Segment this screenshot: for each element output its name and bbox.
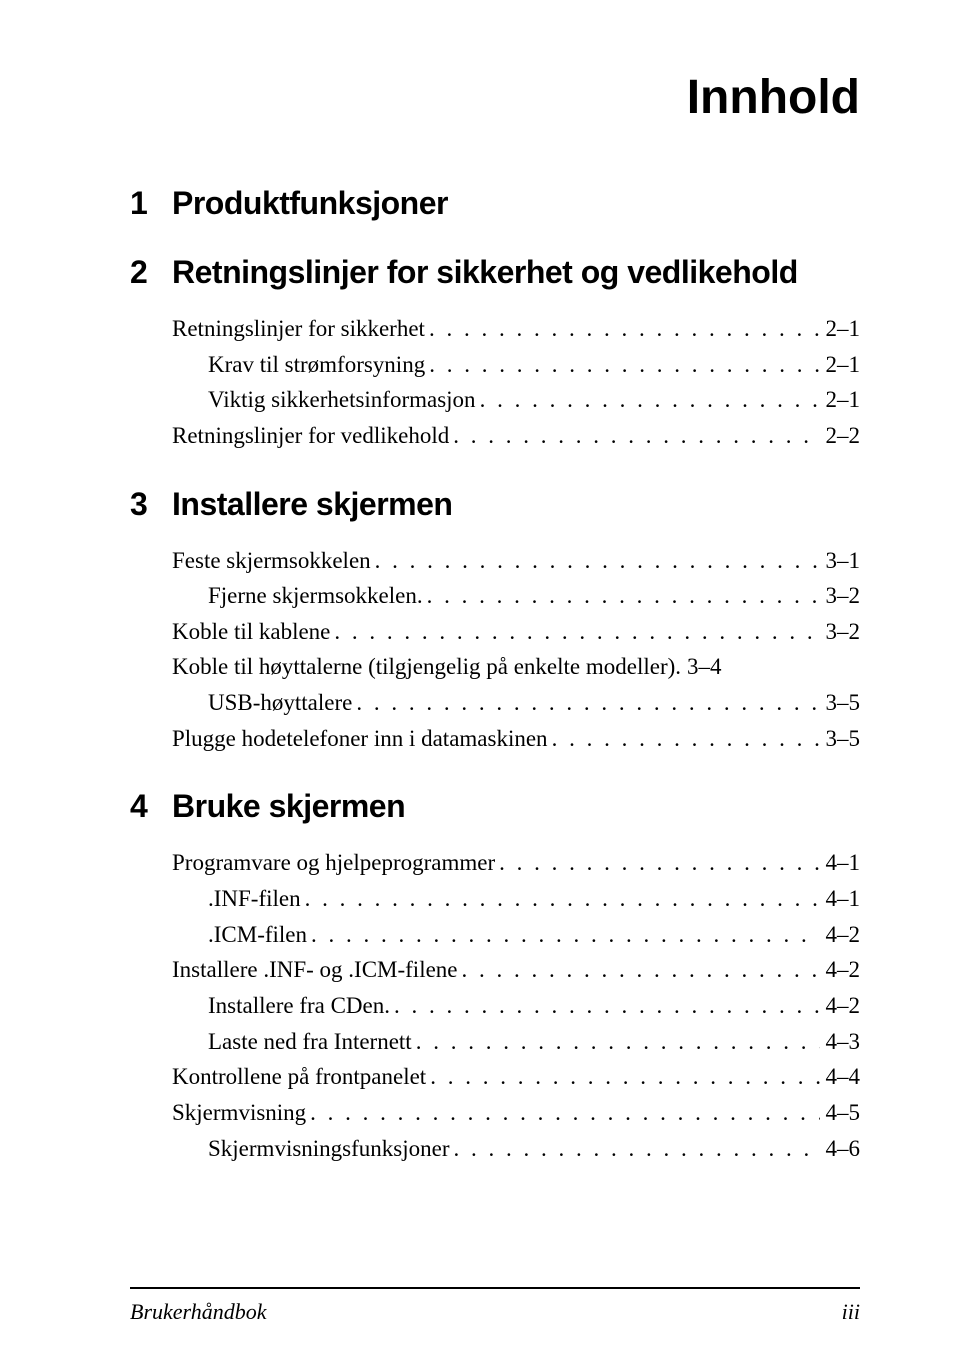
chapter-entries: Programvare og hjelpeprogrammer. . . . .… <box>172 845 860 1166</box>
chapter-number: 3 <box>130 486 172 523</box>
toc-entry-label: .INF-filen <box>208 881 301 917</box>
toc-entry-label: Retningslinjer for sikkerhet <box>172 311 425 347</box>
toc-leader-dots: . . . . . . . . . . . . . . . . . . . . … <box>330 614 819 650</box>
toc-leader-dots: . . . . . . . . . . . . . . . . . . . . … <box>450 1131 820 1167</box>
toc-entry: .INF-filen. . . . . . . . . . . . . . . … <box>172 881 860 917</box>
toc-entry-page: 4–4 <box>820 1059 861 1095</box>
toc-leader-dots: . . . . . . . . . . . . . . . . . . . . … <box>476 382 820 418</box>
toc-leader-dots: . . . . . . . . . . . . . . . . . . . . … <box>458 952 820 988</box>
toc-leader-dots: . . . . . . . . . . . . . . . . . . . . … <box>371 543 820 579</box>
toc-entry-label: Installere .INF- og .ICM-filene <box>172 952 458 988</box>
toc-entry: Koble til høyttalerne (tilgjengelig på e… <box>172 649 860 685</box>
footer-page-number: iii <box>842 1299 860 1325</box>
toc-entry: Fjerne skjermsokkelen.. . . . . . . . . … <box>172 578 860 614</box>
toc-entry-page: 3–1 <box>820 543 861 579</box>
toc-entry: Skjermvisningsfunksjoner. . . . . . . . … <box>172 1131 860 1167</box>
toc-entry-page: 3–4 <box>681 649 722 685</box>
page-footer: Brukerhåndbok iii <box>130 1287 860 1325</box>
toc-entry-page: 3–5 <box>820 685 861 721</box>
toc-entry: Installere .INF- og .ICM-filene. . . . .… <box>172 952 860 988</box>
toc-entry: Krav til strømforsyning. . . . . . . . .… <box>172 347 860 383</box>
toc-leader-dots: . . . . . . . . . . . . . . . . . . . . … <box>301 881 820 917</box>
toc-entry: USB-høyttalere. . . . . . . . . . . . . … <box>172 685 860 721</box>
toc-entry-page: 4–2 <box>820 952 861 988</box>
chapter-heading: 2Retningslinjer for sikkerhet og vedlike… <box>130 254 860 291</box>
toc-entry-label: Koble til høyttalerne (tilgjengelig på e… <box>172 649 681 685</box>
toc-entry: Skjermvisning. . . . . . . . . . . . . .… <box>172 1095 860 1131</box>
toc-entry-page: 3–5 <box>820 721 861 757</box>
toc-entry: Plugge hodetelefoner inn i datamaskinen.… <box>172 721 860 757</box>
toc-entry: Retningslinjer for sikkerhet. . . . . . … <box>172 311 860 347</box>
table-of-contents: 1Produktfunksjoner2Retningslinjer for si… <box>130 185 860 1166</box>
toc-leader-dots: . . . . . . . . . . . . . . . . . . . . … <box>425 311 820 347</box>
toc-entry: Feste skjermsokkelen. . . . . . . . . . … <box>172 543 860 579</box>
toc-entry-label: Skjermvisning <box>172 1095 306 1131</box>
chapter-number: 4 <box>130 788 172 825</box>
toc-entry-label: Skjermvisningsfunksjoner <box>208 1131 450 1167</box>
toc-entry: Programvare og hjelpeprogrammer. . . . .… <box>172 845 860 881</box>
chapter-entries: Feste skjermsokkelen. . . . . . . . . . … <box>172 543 860 757</box>
toc-entry-page: 4–5 <box>820 1095 861 1131</box>
toc-entry-page: 3–2 <box>820 578 861 614</box>
toc-entry-label: Viktig sikkerhetsinformasjon <box>208 382 476 418</box>
toc-entry-label: Laste ned fra Internett <box>208 1024 412 1060</box>
chapter-heading: 1Produktfunksjoner <box>130 185 860 222</box>
toc-entry: Installere fra CDen.. . . . . . . . . . … <box>172 988 860 1024</box>
toc-entry-label: Feste skjermsokkelen <box>172 543 371 579</box>
toc-leader-dots: . . . . . . . . . . . . . . . . . . . . … <box>390 988 819 1024</box>
toc-leader-dots: . . . . . . . . . . . . . . . . . . . . … <box>449 418 819 454</box>
toc-leader-dots: . . . . . . . . . . . . . . . . . . . . … <box>412 1024 820 1060</box>
chapter-number: 2 <box>130 254 172 291</box>
toc-entry-page: 2–2 <box>820 418 861 454</box>
toc-leader-dots: . . . . . . . . . . . . . . . . . . . . … <box>307 917 819 953</box>
toc-entry-label: Kontrollene på frontpanelet <box>172 1059 426 1095</box>
footer-rule <box>130 1287 860 1289</box>
chapter-title: Installere skjermen <box>172 486 452 523</box>
toc-entry-page: 3–2 <box>820 614 861 650</box>
toc-entry-label: Programvare og hjelpeprogrammer <box>172 845 495 881</box>
toc-entry-page: 4–6 <box>820 1131 861 1167</box>
toc-entry: .ICM-filen. . . . . . . . . . . . . . . … <box>172 917 860 953</box>
toc-leader-dots: . . . . . . . . . . . . . . . . . . . . … <box>426 1059 819 1095</box>
page-title: Innhold <box>130 70 860 125</box>
toc-entry-label: Plugge hodetelefoner inn i datamaskinen <box>172 721 548 757</box>
toc-leader-dots: . . . . . . . . . . . . . . . . . . . . … <box>306 1095 819 1131</box>
chapter-number: 1 <box>130 185 172 222</box>
toc-leader-dots: . . . . . . . . . . . . . . . . . . . . … <box>423 578 820 614</box>
toc-entry: Laste ned fra Internett. . . . . . . . .… <box>172 1024 860 1060</box>
toc-entry-label: Retningslinjer for vedlikehold <box>172 418 449 454</box>
toc-leader-dots: . . . . . . . . . . . . . . . . . . . . … <box>425 347 819 383</box>
chapter-title: Bruke skjermen <box>172 788 405 825</box>
toc-entry: Viktig sikkerhetsinformasjon. . . . . . … <box>172 382 860 418</box>
footer-left: Brukerhåndbok <box>130 1299 266 1325</box>
toc-entry-page: 4–1 <box>820 845 861 881</box>
toc-entry: Retningslinjer for vedlikehold. . . . . … <box>172 418 860 454</box>
chapter-title: Produktfunksjoner <box>172 185 448 222</box>
toc-entry-label: USB-høyttalere <box>208 685 352 721</box>
toc-entry-page: 4–2 <box>820 917 861 953</box>
toc-entry: Kontrollene på frontpanelet. . . . . . .… <box>172 1059 860 1095</box>
toc-entry-page: 4–2 <box>820 988 861 1024</box>
toc-entry-page: 2–1 <box>820 382 861 418</box>
toc-leader-dots: . . . . . . . . . . . . . . . . . . . . … <box>495 845 819 881</box>
toc-entry-page: 4–3 <box>820 1024 861 1060</box>
toc-entry-label: Krav til strømforsyning <box>208 347 425 383</box>
toc-leader-dots: . . . . . . . . . . . . . . . . . . . . … <box>548 721 820 757</box>
toc-entry-label: Installere fra CDen. <box>208 988 390 1024</box>
toc-entry-page: 2–1 <box>820 311 861 347</box>
toc-entry: Koble til kablene. . . . . . . . . . . .… <box>172 614 860 650</box>
toc-entry-page: 4–1 <box>820 881 861 917</box>
toc-entry-page: 2–1 <box>820 347 861 383</box>
chapter-title: Retningslinjer for sikkerhet og vedlikeh… <box>172 254 798 291</box>
chapter-entries: Retningslinjer for sikkerhet. . . . . . … <box>172 311 860 454</box>
toc-entry-label: Koble til kablene <box>172 614 330 650</box>
toc-entry-label: .ICM-filen <box>208 917 307 953</box>
toc-leader-dots: . . . . . . . . . . . . . . . . . . . . … <box>352 685 819 721</box>
toc-entry-label: Fjerne skjermsokkelen. <box>208 578 423 614</box>
chapter-heading: 4Bruke skjermen <box>130 788 860 825</box>
chapter-heading: 3Installere skjermen <box>130 486 860 523</box>
